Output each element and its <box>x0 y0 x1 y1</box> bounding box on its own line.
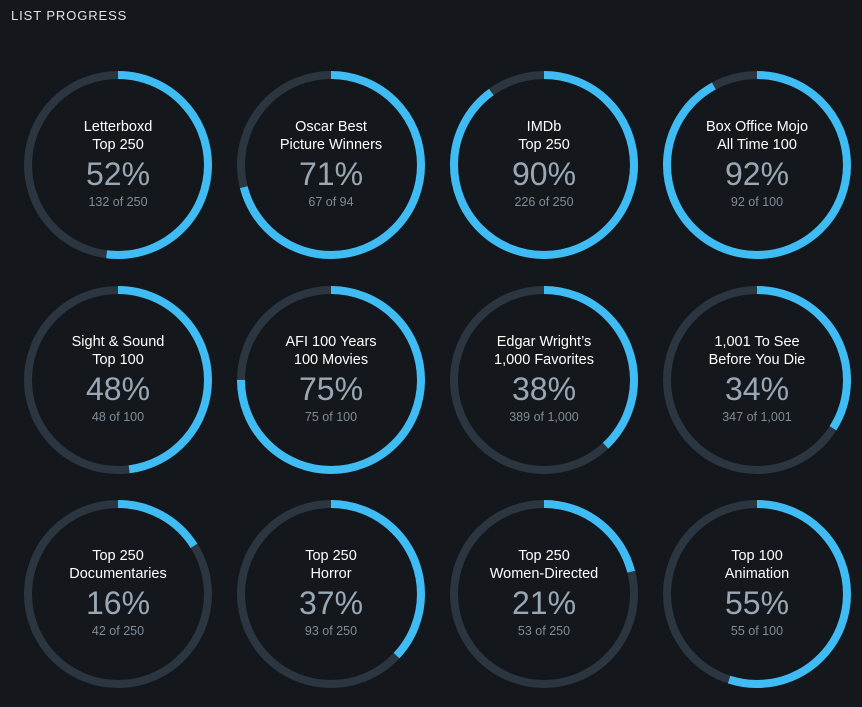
ring-progress-arc <box>24 71 212 259</box>
card-text: 1,001 To See Before You Die 34% 347 of 1… <box>672 333 842 425</box>
card-text: Top 250 Horror 37% 93 of 250 <box>246 547 416 639</box>
list-title: Sight & Sound Top 100 <box>71 334 165 368</box>
progress-card-top-250-horror[interactable]: Top 250 Horror 37% 93 of 250 <box>236 499 426 689</box>
list-title: Oscar Best Picture Winners <box>279 119 383 153</box>
list-title: 1,001 To See Before You Die <box>708 334 806 368</box>
list-count: 132 of 250 <box>88 195 148 209</box>
list-title: IMDb Top 250 <box>518 119 570 153</box>
ring-progress-arc <box>237 71 425 259</box>
ring-progress-arc <box>24 286 212 474</box>
list-title: Top 250 Horror <box>305 548 357 582</box>
progress-card-edgar-wright[interactable]: Edgar Wright’s 1,000 Favorites 38% 389 o… <box>449 285 639 475</box>
list-count: 55 of 100 <box>730 624 784 638</box>
list-percent: 92% <box>724 156 790 192</box>
list-count: 67 of 94 <box>308 195 354 209</box>
ring-progress-arc <box>237 286 425 474</box>
list-percent: 75% <box>298 371 364 407</box>
list-percent: 55% <box>724 585 790 621</box>
list-percent: 71% <box>298 156 364 192</box>
list-count: 42 of 250 <box>91 624 145 638</box>
progress-ring <box>237 286 425 474</box>
ring-progress-arc <box>450 500 638 688</box>
list-title: Letterboxd Top 250 <box>83 119 153 153</box>
card-text: Letterboxd Top 250 52% 132 of 250 <box>33 118 203 210</box>
progress-card-imdb-top-250[interactable]: IMDb Top 250 90% 226 of 250 <box>449 70 639 260</box>
ring-progress-arc <box>663 500 851 688</box>
list-title: Box Office Mojo All Time 100 <box>705 119 809 153</box>
list-percent: 90% <box>511 156 577 192</box>
ring-progress-arc <box>663 286 851 474</box>
progress-card-box-office-mojo[interactable]: Box Office Mojo All Time 100 92% 92 of 1… <box>662 70 852 260</box>
progress-card-top-100-animation[interactable]: Top 100 Animation 55% 55 of 100 <box>662 499 852 689</box>
progress-card-sight-and-sound[interactable]: Sight & Sound Top 100 48% 48 of 100 <box>23 285 213 475</box>
list-count: 226 of 250 <box>514 195 574 209</box>
list-count: 389 of 1,000 <box>509 410 579 424</box>
progress-card-1001-to-see[interactable]: 1,001 To See Before You Die 34% 347 of 1… <box>662 285 852 475</box>
card-text: Oscar Best Picture Winners 71% 67 of 94 <box>246 118 416 210</box>
list-percent: 37% <box>298 585 364 621</box>
card-text: Sight & Sound Top 100 48% 48 of 100 <box>33 333 203 425</box>
list-title: Top 100 Animation <box>724 548 790 582</box>
ring-progress-arc <box>24 500 212 688</box>
card-text: Top 250 Women-Directed 21% 53 of 250 <box>459 547 629 639</box>
list-title: Top 250 Documentaries <box>69 548 167 582</box>
card-text: Edgar Wright’s 1,000 Favorites 38% 389 o… <box>459 333 629 425</box>
ring-progress-arc <box>450 286 638 474</box>
section-title: LIST PROGRESS <box>11 8 128 23</box>
card-text: Top 100 Animation 55% 55 of 100 <box>672 547 842 639</box>
card-text: IMDb Top 250 90% 226 of 250 <box>459 118 629 210</box>
progress-card-letterboxd-top-250[interactable]: Letterboxd Top 250 52% 132 of 250 <box>23 70 213 260</box>
list-percent: 38% <box>511 371 577 407</box>
progress-ring <box>24 71 212 259</box>
progress-card-afi-100-years[interactable]: AFI 100 Years 100 Movies 75% 75 of 100 <box>236 285 426 475</box>
progress-ring <box>237 500 425 688</box>
progress-ring <box>24 500 212 688</box>
progress-ring <box>24 286 212 474</box>
progress-ring <box>450 286 638 474</box>
progress-card-oscar-best-picture[interactable]: Oscar Best Picture Winners 71% 67 of 94 <box>236 70 426 260</box>
ring-progress-arc <box>237 500 425 688</box>
progress-card-top-250-women-directed[interactable]: Top 250 Women-Directed 21% 53 of 250 <box>449 499 639 689</box>
card-text: Top 250 Documentaries 16% 42 of 250 <box>33 547 203 639</box>
list-title: Top 250 Women-Directed <box>489 548 599 582</box>
list-percent: 21% <box>511 585 577 621</box>
ring-progress-arc <box>450 71 638 259</box>
progress-ring <box>663 286 851 474</box>
list-title: AFI 100 Years 100 Movies <box>285 334 377 368</box>
card-text: AFI 100 Years 100 Movies 75% 75 of 100 <box>246 333 416 425</box>
list-count: 48 of 100 <box>91 410 145 424</box>
progress-ring <box>663 500 851 688</box>
list-count: 75 of 100 <box>304 410 358 424</box>
list-percent: 48% <box>85 371 151 407</box>
list-title: Edgar Wright’s 1,000 Favorites <box>494 334 594 368</box>
progress-ring <box>663 71 851 259</box>
list-percent: 34% <box>724 371 790 407</box>
list-percent: 16% <box>85 585 151 621</box>
list-count: 53 of 250 <box>517 624 571 638</box>
progress-ring <box>450 71 638 259</box>
list-count: 93 of 250 <box>304 624 358 638</box>
progress-ring <box>237 71 425 259</box>
progress-ring <box>450 500 638 688</box>
list-percent: 52% <box>85 156 151 192</box>
progress-card-top-250-documentaries[interactable]: Top 250 Documentaries 16% 42 of 250 <box>23 499 213 689</box>
card-text: Box Office Mojo All Time 100 92% 92 of 1… <box>672 118 842 210</box>
list-count: 347 of 1,001 <box>722 410 792 424</box>
ring-progress-arc <box>663 71 851 259</box>
list-count: 92 of 100 <box>730 195 784 209</box>
